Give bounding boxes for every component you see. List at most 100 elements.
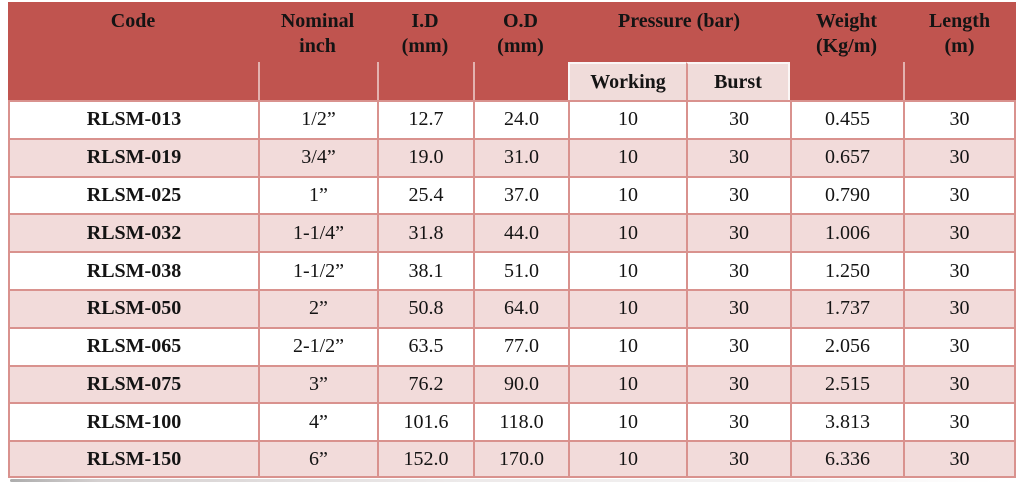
subheader-spacer-id (377, 62, 473, 100)
table-row: RLSM-025 1” 25.4 37.0 10 30 0.790 30 (8, 175, 1016, 214)
cell-code: RLSM-025 (8, 175, 258, 214)
cell-burst: 30 (686, 100, 790, 138)
cell-weight: 0.657 (790, 137, 903, 176)
cell-od: 170.0 (473, 440, 568, 478)
cell-od: 64.0 (473, 288, 568, 327)
table-row: RLSM-032 1-1/4” 31.8 44.0 10 30 1.006 30 (8, 213, 1016, 252)
cell-od: 77.0 (473, 326, 568, 365)
header-length: Length (m) (903, 2, 1016, 62)
cell-id: 63.5 (377, 326, 473, 365)
cell-nominal: 1-1/2” (258, 251, 377, 289)
header-pressure-bar: Pressure (bar) (568, 2, 790, 62)
cell-working: 10 (568, 326, 686, 365)
table-row: RLSM-038 1-1/2” 38.1 51.0 10 30 1.250 30 (8, 251, 1016, 289)
header-nominal-inch: Nominal inch (258, 2, 377, 62)
subheader-spacer-code (8, 62, 258, 100)
cell-od: 24.0 (473, 100, 568, 138)
cell-working: 10 (568, 137, 686, 176)
cell-weight: 0.455 (790, 100, 903, 138)
table-row: RLSM-065 2-1/2” 63.5 77.0 10 30 2.056 30 (8, 326, 1016, 365)
cell-length: 30 (903, 137, 1016, 176)
cell-nominal: 3/4” (258, 137, 377, 176)
cell-weight: 2.056 (790, 326, 903, 365)
cell-weight: 1.737 (790, 288, 903, 327)
table-row: RLSM-013 1/2” 12.7 24.0 10 30 0.455 30 (8, 100, 1016, 138)
cell-code: RLSM-050 (8, 288, 258, 327)
cell-code: RLSM-075 (8, 364, 258, 403)
cell-nominal: 6” (258, 440, 377, 478)
subheader-spacer-nominal (258, 62, 377, 100)
cell-working: 10 (568, 100, 686, 138)
table-row: RLSM-150 6” 152.0 170.0 10 30 6.336 30 (8, 440, 1016, 478)
cell-length: 30 (903, 100, 1016, 138)
cell-length: 30 (903, 213, 1016, 252)
cell-od: 31.0 (473, 137, 568, 176)
cell-nominal: 2-1/2” (258, 326, 377, 365)
cell-working: 10 (568, 440, 686, 478)
cell-working: 10 (568, 251, 686, 289)
cell-nominal: 1” (258, 175, 377, 214)
cell-id: 76.2 (377, 364, 473, 403)
cell-code: RLSM-150 (8, 440, 258, 478)
cell-length: 30 (903, 288, 1016, 327)
cell-weight: 1.006 (790, 213, 903, 252)
table-row: RLSM-075 3” 76.2 90.0 10 30 2.515 30 (8, 364, 1016, 403)
cell-nominal: 1-1/4” (258, 213, 377, 252)
cell-burst: 30 (686, 175, 790, 214)
table-row: RLSM-050 2” 50.8 64.0 10 30 1.737 30 (8, 288, 1016, 327)
cell-length: 30 (903, 326, 1016, 365)
cell-id: 101.6 (377, 402, 473, 441)
cell-code: RLSM-032 (8, 213, 258, 252)
cell-code: RLSM-100 (8, 402, 258, 441)
cell-id: 12.7 (377, 100, 473, 138)
cell-length: 30 (903, 440, 1016, 478)
cell-od: 51.0 (473, 251, 568, 289)
cell-burst: 30 (686, 137, 790, 176)
cell-id: 25.4 (377, 175, 473, 214)
cell-burst: 30 (686, 440, 790, 478)
cell-id: 50.8 (377, 288, 473, 327)
cell-nominal: 4” (258, 402, 377, 441)
table-subheader-row: Working Burst (8, 62, 1016, 100)
cell-id: 31.8 (377, 213, 473, 252)
cell-id: 19.0 (377, 137, 473, 176)
cell-working: 10 (568, 402, 686, 441)
cell-od: 90.0 (473, 364, 568, 403)
cell-length: 30 (903, 251, 1016, 289)
subheader-burst: Burst (686, 62, 790, 100)
hose-spec-table: Code Nominal inch I.D (mm) O.D (mm) Pres… (8, 2, 1016, 478)
cell-burst: 30 (686, 251, 790, 289)
cell-working: 10 (568, 213, 686, 252)
cell-weight: 1.250 (790, 251, 903, 289)
cell-id: 38.1 (377, 251, 473, 289)
cell-length: 30 (903, 402, 1016, 441)
cell-od: 44.0 (473, 213, 568, 252)
table-body: RLSM-013 1/2” 12.7 24.0 10 30 0.455 30 RLSM-019 3… (8, 100, 1016, 478)
subheader-spacer-weight (790, 62, 903, 100)
cell-working: 10 (568, 175, 686, 214)
cell-nominal: 2” (258, 288, 377, 327)
cell-weight: 0.790 (790, 175, 903, 214)
cell-working: 10 (568, 364, 686, 403)
cell-weight: 2.515 (790, 364, 903, 403)
table-row: RLSM-019 3/4” 19.0 31.0 10 30 0.657 30 (8, 137, 1016, 176)
cell-nominal: 3” (258, 364, 377, 403)
subheader-spacer-length (903, 62, 1016, 100)
header-code: Code (8, 2, 258, 62)
table-row: RLSM-100 4” 101.6 118.0 10 30 3.813 30 (8, 402, 1016, 441)
header-weight: Weight (Kg/m) (790, 2, 903, 62)
header-outer-diameter: O.D (mm) (473, 2, 568, 62)
cell-od: 37.0 (473, 175, 568, 214)
cell-code: RLSM-065 (8, 326, 258, 365)
cell-od: 118.0 (473, 402, 568, 441)
header-inner-diameter: I.D (mm) (377, 2, 473, 62)
cell-burst: 30 (686, 288, 790, 327)
cell-burst: 30 (686, 326, 790, 365)
subheader-spacer-od (473, 62, 568, 100)
cell-weight: 3.813 (790, 402, 903, 441)
cell-length: 30 (903, 364, 1016, 403)
cell-burst: 30 (686, 364, 790, 403)
cell-code: RLSM-019 (8, 137, 258, 176)
subheader-working: Working (568, 62, 686, 100)
cell-burst: 30 (686, 402, 790, 441)
